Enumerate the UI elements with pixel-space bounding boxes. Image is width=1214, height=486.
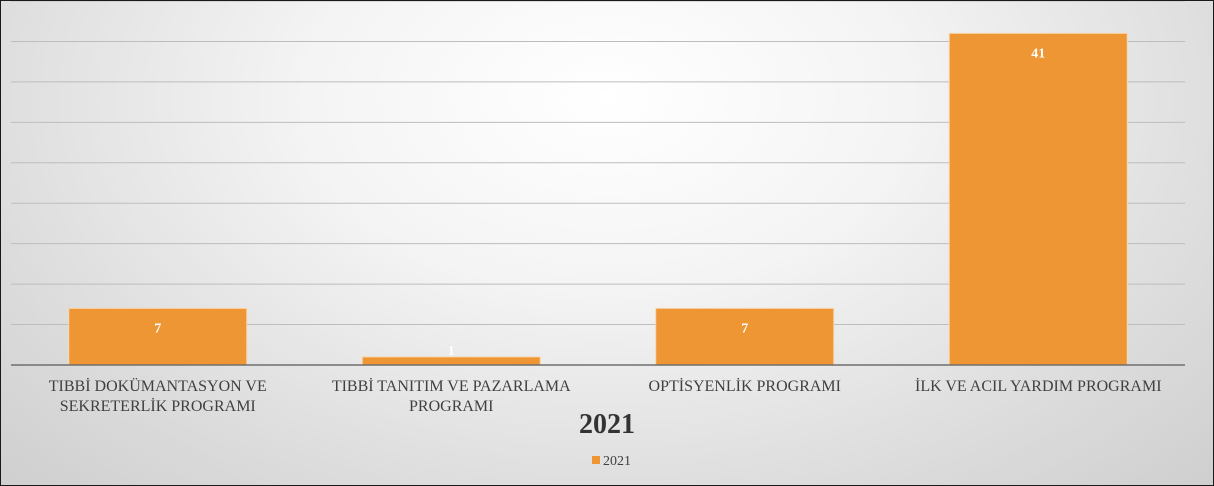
bar-value-label: 7: [741, 321, 748, 336]
bar-value-label: 7: [154, 321, 161, 336]
bar-value-label: 41: [1031, 46, 1045, 61]
category-labels: TIBBİ DOKÜMANTASYON VE SEKRETERLİK PROGRA…: [49, 377, 1162, 415]
category-label: TIBBİ DOKÜMANTASYON VE SEKRETERLİK PROGRA…: [49, 377, 267, 415]
legend: 2021: [592, 454, 631, 469]
bar: [948, 32, 1128, 366]
bars: 7 1 7 41: [68, 32, 1128, 366]
category-label: İLK VE ACIL YARDIM PROGRAMI: [915, 377, 1162, 395]
category-label: TIBBİ TANITIM VE PAZARLAMA PROGRAMI: [332, 377, 571, 415]
bar-value-label: 1: [448, 344, 455, 359]
legend-label: 2021: [603, 454, 631, 469]
category-label: OPTİSYENLİK PROGRAMI: [649, 377, 841, 395]
bar: [655, 307, 835, 366]
chart-title: 2021: [579, 409, 635, 440]
bar: [68, 307, 248, 366]
gridlines: [11, 1, 1185, 326]
legend-swatch: [592, 456, 600, 464]
